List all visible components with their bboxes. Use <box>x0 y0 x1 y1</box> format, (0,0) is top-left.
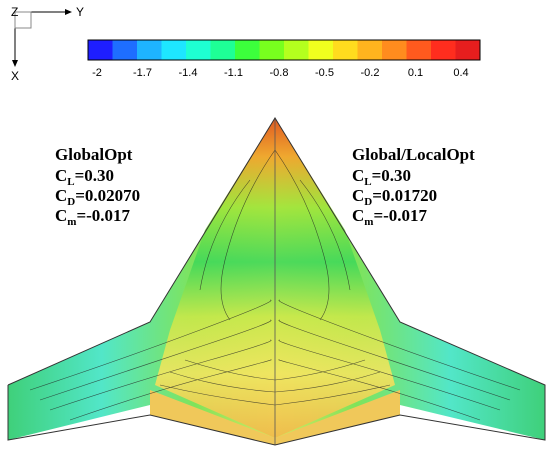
colorbar-segment <box>333 40 358 60</box>
left-annotation: GlobalOpt CL=0.30 CD=0.02070 Cm=-0.017 <box>55 145 140 228</box>
colorbar-tick-label: 0.4 <box>453 67 468 79</box>
contour-plot <box>7 117 546 446</box>
colorbar-tick-label: -0.2 <box>361 67 380 79</box>
right-cd: CD=0.01720 <box>352 186 437 208</box>
colorbar: -2 -1.7 -1.4 -1.1 -0.8 -0.5 -0.2 0.1 0.4 <box>87 39 481 79</box>
left-cm: Cm=-0.017 <box>55 206 131 228</box>
colorbar-segment <box>357 40 383 60</box>
contour-lines <box>29 149 521 421</box>
colorbar-tick-label: -0.5 <box>315 67 334 79</box>
colorbar-tick-label: -1.1 <box>224 67 243 79</box>
colorbar-segment <box>186 40 211 60</box>
left-cd: CD=0.02070 <box>55 186 140 208</box>
colorbar-tick-label: 0.1 <box>408 67 423 79</box>
colorbar-segment <box>137 40 162 60</box>
planform-outline <box>7 117 546 446</box>
colorbar-tick-label: -2 <box>92 67 102 79</box>
colorbar-segment <box>308 40 334 60</box>
right-annotation: Global/LocalOpt CL=0.30 CD=0.01720 Cm=-0… <box>352 145 475 228</box>
colorbar-segment <box>259 40 285 60</box>
axes-triad: Z Y X <box>11 5 84 83</box>
left-cl: CL=0.30 <box>55 166 114 188</box>
colorbar-tick-label: -1.7 <box>133 67 152 79</box>
right-cl: CL=0.30 <box>352 166 411 188</box>
colorbar-segment <box>382 40 407 60</box>
left-title: GlobalOpt <box>55 145 133 164</box>
axis-y-label: Y <box>76 5 84 19</box>
colorbar-border <box>87 39 481 61</box>
colorbar-tick-label: -1.4 <box>179 67 198 79</box>
colorbar-segment <box>284 40 309 60</box>
right-title: Global/LocalOpt <box>352 145 475 164</box>
colorbar-segment <box>235 40 260 60</box>
colorbar-segment <box>431 40 456 60</box>
colorbar-segment <box>406 40 432 60</box>
colorbar-tick-label: -0.8 <box>270 67 289 79</box>
axis-z-box <box>14 11 32 29</box>
trailing-region <box>150 390 400 445</box>
colorbar-segment <box>210 40 236 60</box>
axis-z-label: Z <box>11 5 18 19</box>
colorbar-segment <box>88 40 113 60</box>
axis-x-label: X <box>11 69 19 83</box>
axis-y-arrow <box>65 9 72 15</box>
colorbar-segment <box>161 40 187 60</box>
axis-x-arrow <box>12 60 18 67</box>
right-cm: Cm=-0.017 <box>352 206 428 228</box>
colorbar-segment <box>455 40 481 60</box>
colorbar-segment <box>112 40 138 60</box>
